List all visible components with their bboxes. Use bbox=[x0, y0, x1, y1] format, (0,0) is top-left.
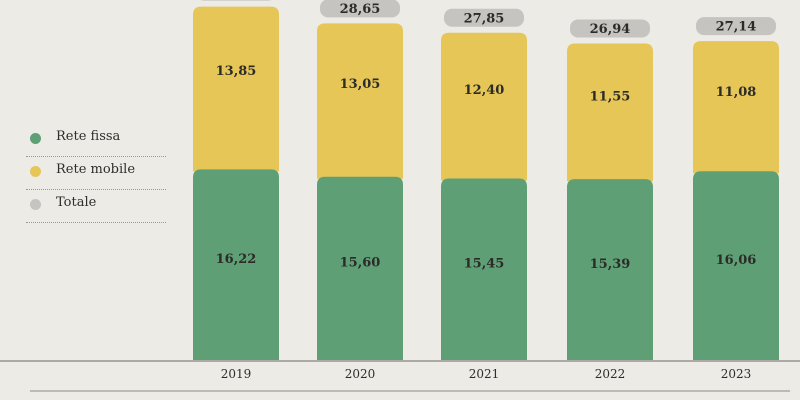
total-pill-2021 bbox=[444, 8, 524, 27]
legend-label-rete-mobile: Rete mobile bbox=[56, 162, 136, 177]
total-pill-2019 bbox=[200, 0, 272, 1]
bar-rete-mobile-2020 bbox=[317, 23, 403, 179]
data-label-rete-fissa-2022: 15,39 bbox=[590, 257, 631, 272]
bar-rete-mobile-2023 bbox=[693, 41, 779, 174]
bar-rete-fissa-2021 bbox=[441, 178, 527, 360]
x-tick-label-2022: 2022 bbox=[595, 367, 626, 381]
x-tick-label-2020: 2020 bbox=[345, 367, 376, 381]
data-label-totale-2020: 28,65 bbox=[340, 2, 381, 17]
total-pill-2022 bbox=[570, 19, 650, 38]
data-label-rete-fissa-2020: 15,60 bbox=[340, 256, 381, 271]
chart-legend: Rete fissa Rete mobile Totale bbox=[26, 124, 166, 223]
legend-item-rete-mobile: Rete mobile bbox=[26, 157, 166, 190]
bar-rete-mobile-2021 bbox=[441, 32, 527, 181]
data-label-rete-fissa-2019: 16,22 bbox=[216, 252, 257, 267]
x-tick-label-2019: 2019 bbox=[221, 367, 252, 381]
bar-rete-fissa-2020 bbox=[317, 176, 403, 360]
bar-rete-mobile-2019 bbox=[193, 6, 279, 172]
total-pill-2020 bbox=[320, 0, 400, 18]
legend-swatch-rete-mobile bbox=[30, 166, 41, 177]
data-label-totale-2022: 26,94 bbox=[590, 22, 631, 37]
data-label-totale-2023: 27,14 bbox=[716, 20, 757, 35]
data-label-rete-mobile-2020: 13,05 bbox=[340, 77, 381, 92]
data-label-rete-mobile-2022: 11,55 bbox=[590, 89, 631, 104]
legend-item-rete-fissa: Rete fissa bbox=[26, 124, 166, 157]
bar-rete-fissa-2022 bbox=[567, 179, 653, 360]
bar-rete-mobile-2022 bbox=[567, 43, 653, 182]
total-pill-2023 bbox=[696, 17, 776, 36]
bar-rete-fissa-2023 bbox=[693, 171, 779, 360]
legend-swatch-totale bbox=[30, 199, 41, 210]
legend-label-rete-fissa: Rete fissa bbox=[56, 129, 121, 144]
data-label-rete-fissa-2021: 15,45 bbox=[464, 256, 505, 271]
data-label-rete-mobile-2021: 12,40 bbox=[464, 83, 505, 98]
legend-label-totale: Totale bbox=[56, 195, 97, 210]
legend-item-totale: Totale bbox=[26, 190, 166, 223]
data-label-totale-2021: 27,85 bbox=[464, 11, 505, 26]
x-tick-label-2021: 2021 bbox=[469, 367, 500, 381]
x-tick-label-2023: 2023 bbox=[721, 367, 752, 381]
legend-swatch-rete-fissa bbox=[30, 133, 41, 144]
data-label-rete-fissa-2023: 16,06 bbox=[716, 253, 757, 268]
data-label-rete-mobile-2023: 11,08 bbox=[716, 85, 757, 100]
data-label-rete-mobile-2019: 13,85 bbox=[216, 64, 257, 79]
bar-rete-fissa-2019 bbox=[193, 169, 279, 360]
